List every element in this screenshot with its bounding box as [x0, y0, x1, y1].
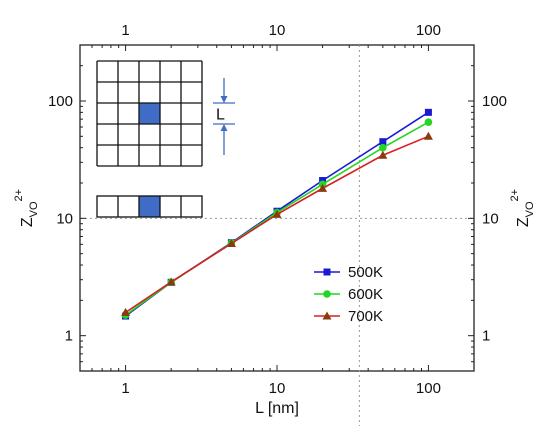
x-axis-title: L [nm] [255, 400, 299, 417]
y-tick-label: 10 [56, 210, 73, 227]
legend: 500K 600K 700K [314, 264, 383, 325]
y-tick-label-right: 10 [482, 210, 499, 227]
legend-item-700K: 700K [314, 308, 383, 325]
legend-label: 600K [348, 286, 383, 303]
lattice-strip [96, 195, 203, 218]
svg-text:ZVO2+: ZVO2+ [509, 189, 536, 227]
y-tick-label: 100 [48, 93, 73, 110]
dimension-label: L [216, 107, 225, 124]
x-tick-label-top: 100 [416, 22, 441, 39]
x-tick-label: 1 [121, 380, 129, 397]
series-layer [121, 108, 433, 320]
arrow-head-up [220, 124, 228, 131]
y-axis-title-left: ZVO2+ [13, 189, 40, 227]
legend-item-500K: 500K [314, 264, 383, 281]
data-point-600K [379, 143, 387, 152]
svg-text:ZVO2+: ZVO2+ [13, 189, 40, 227]
x-tick-label: 100 [416, 380, 441, 397]
y-title-sup: 2+ [13, 189, 25, 202]
tick-labels: 1 1 10 10 100 100 1 1 10 10 100 100 [48, 22, 507, 397]
data-point-600K [424, 118, 433, 126]
data-point-700K [378, 150, 388, 159]
strip-highlight-cell [139, 196, 160, 217]
y-axis-title-right: ZVO2+ [509, 189, 536, 227]
series-700K [121, 131, 433, 316]
arrow-head-down [220, 96, 228, 103]
dimension-marker: L [213, 78, 235, 155]
legend-marker [323, 268, 331, 276]
legend-marker [322, 311, 332, 320]
legend-item-600K: 600K [314, 286, 383, 303]
data-point-700K [272, 209, 282, 218]
reference-lines [80, 45, 474, 426]
lattice-inset: L [96, 60, 235, 218]
data-point-700K [318, 183, 328, 192]
data-point-700K [423, 131, 433, 140]
data-point-700K [226, 239, 236, 248]
x-tick-label-top: 10 [269, 22, 286, 39]
data-point-700K [166, 277, 176, 286]
y-tick-label-right: 100 [482, 93, 507, 110]
y-title-sub: VO [28, 201, 40, 217]
legend-label: 700K [348, 308, 383, 325]
data-point-500K [379, 138, 387, 146]
axis-ticks [80, 44, 475, 371]
legend-label: 500K [348, 264, 383, 281]
y-tick-label-right: 1 [482, 328, 490, 345]
data-point-500K [424, 108, 432, 116]
y-title-sup-right: 2+ [509, 189, 521, 202]
data-point-700K [121, 307, 131, 316]
lattice-grid [96, 60, 203, 167]
y-title-base: Z [19, 217, 36, 227]
y-tick-label: 1 [65, 328, 73, 345]
x-tick-label: 10 [269, 380, 286, 397]
legend-marker [323, 290, 331, 298]
y-title-sub-right: VO [524, 201, 536, 217]
x-tick-label-top: 1 [121, 22, 129, 39]
y-title-base-right: Z [515, 217, 532, 227]
strip-outline [96, 195, 203, 218]
highlight-cell [139, 103, 160, 124]
